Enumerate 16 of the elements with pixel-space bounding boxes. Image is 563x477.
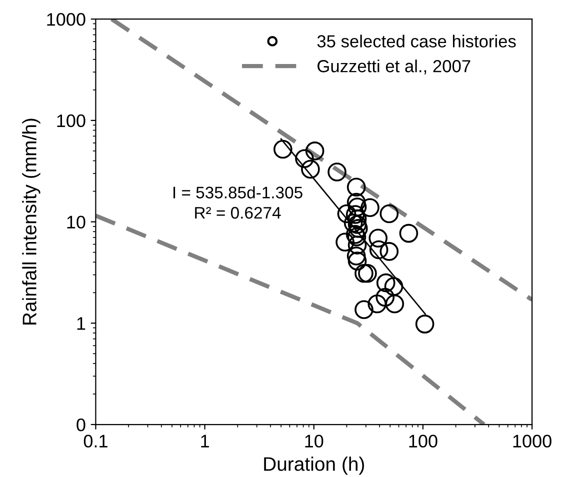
y-tick-label: 1000 <box>47 13 86 26</box>
x-tick-label: 0.1 <box>84 434 108 448</box>
x-tick-label: 10 <box>305 434 324 448</box>
x-axis-title: Duration (h) <box>264 456 364 475</box>
y-tick-label: 0 <box>76 418 86 432</box>
x-tick-label: 1 <box>201 434 209 448</box>
annotation: R² = 0.6274 <box>195 206 281 219</box>
x-tick-label: 1000 <box>513 434 552 448</box>
annotation: I = 535.85d-1.305 <box>173 186 302 198</box>
y-axis-title: Rainfall intensity (mm/h) <box>22 118 40 324</box>
y-tick-label: 1 <box>77 317 86 330</box>
y-tick-label: 100 <box>57 114 86 128</box>
y-tick-label: 10 <box>67 216 86 229</box>
legend-label: Guzzetti et al., 2007 <box>318 60 470 74</box>
x-tick-label: 100 <box>409 434 438 448</box>
legend-label: 35 selected case histories <box>317 34 516 48</box>
